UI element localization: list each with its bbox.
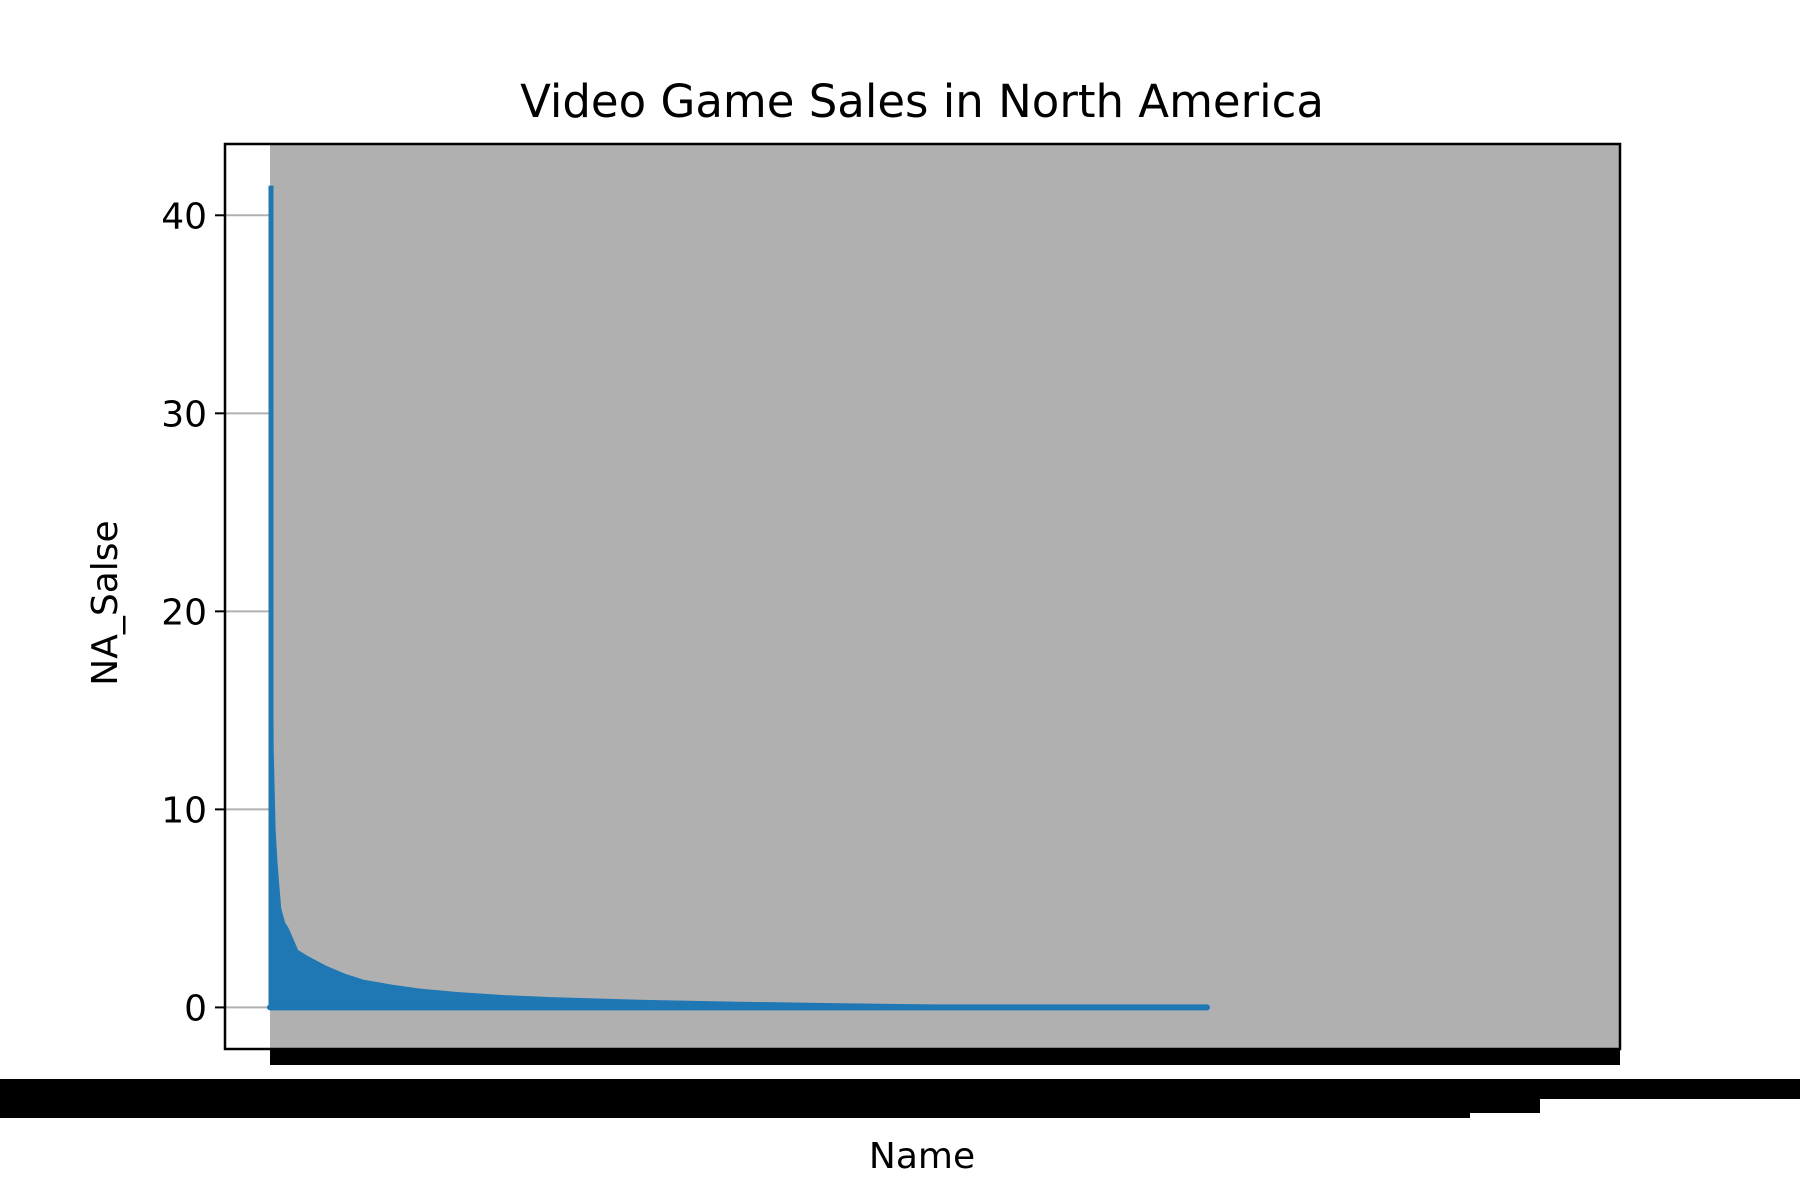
y-axis-label: NA_Salse (85, 520, 126, 685)
x-tick-marks-band (270, 1049, 1620, 1065)
y-tick-label-0: 0 (184, 988, 207, 1029)
x-tick-labels (0, 1049, 1800, 1118)
x-axis-label: Name (869, 1136, 975, 1177)
series-na-sales (267, 185, 1210, 1011)
x-tick-labels-overlap-low (0, 1113, 1470, 1118)
y-tick-label-20: 20 (161, 592, 207, 633)
gray-fill-region (270, 144, 1620, 1049)
x-tick-labels-overlap-top (0, 1079, 1800, 1099)
y-tick-label-10: 10 (161, 790, 207, 831)
y-tick-label-30: 30 (161, 394, 207, 435)
y-tick-label-40: 40 (161, 196, 207, 237)
y-axis: 0 10 20 30 40 (161, 196, 225, 1029)
chart-title: Video Game Sales in North America (520, 75, 1324, 128)
x-tick-labels-overlap-mid (0, 1099, 1540, 1113)
plot-area (223, 142, 1622, 1051)
